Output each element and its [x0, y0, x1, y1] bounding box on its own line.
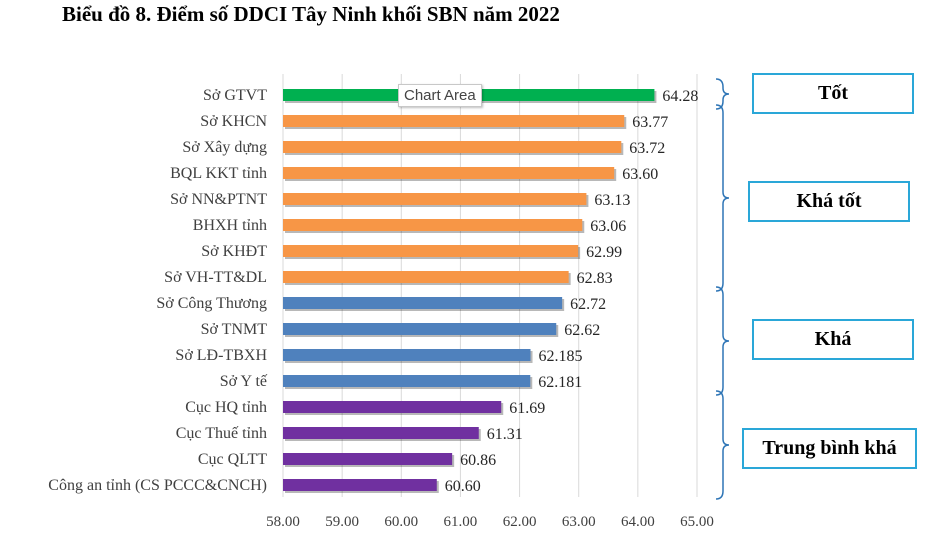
- category-label: Sở KHĐT: [201, 243, 267, 260]
- bar[interactable]: [283, 479, 437, 491]
- value-label: 64.28: [662, 88, 698, 105]
- value-label: 62.62: [564, 322, 600, 339]
- value-labels: 64.28 63.77 63.72 63.60 63.13 63.06 62.99 62.83…: [445, 88, 699, 495]
- category-label: Sở VH-TT&DL: [164, 269, 267, 286]
- value-label: 62.181: [538, 374, 582, 391]
- category-label: Cục QLTT: [198, 451, 267, 468]
- band-kha-tot: Khá tốt: [748, 181, 910, 222]
- bar[interactable]: [283, 115, 625, 127]
- bar[interactable]: [283, 349, 531, 361]
- category-label: Sở Công Thương: [156, 295, 267, 312]
- x-tick-label: 59.00: [325, 514, 359, 530]
- bar[interactable]: [283, 427, 479, 439]
- value-label: 60.86: [460, 452, 496, 469]
- x-tick-label: 60.00: [384, 514, 418, 530]
- group-bracket: [715, 78, 730, 110]
- category-label: BQL KKT tỉnh: [170, 165, 267, 182]
- value-label: 63.72: [629, 140, 665, 157]
- category-label: Cục Thuế tỉnh: [176, 425, 267, 442]
- category-label: Sở LĐ-TBXH: [175, 347, 267, 364]
- bar[interactable]: [283, 323, 557, 335]
- category-label: BHXH tỉnh: [193, 217, 267, 234]
- value-label: 63.13: [594, 192, 630, 209]
- x-tick-label: 63.00: [562, 514, 596, 530]
- category-label: Sở Y tế: [220, 373, 268, 390]
- category-label: Sở KHCN: [200, 113, 267, 130]
- category-label: Sở NN&PTNT: [170, 191, 267, 208]
- band-kha: Khá: [752, 319, 914, 360]
- value-label: 63.60: [622, 166, 658, 183]
- value-label: 61.31: [487, 426, 523, 443]
- group-bracket: [715, 286, 730, 396]
- x-tick-label: 61.00: [444, 514, 478, 530]
- bar[interactable]: [283, 245, 579, 257]
- group-bracket: [715, 104, 730, 292]
- x-tick-label: 65.00: [680, 514, 714, 530]
- x-tick-label: 62.00: [503, 514, 537, 530]
- x-tick-label: 58.00: [266, 514, 300, 530]
- value-label: 63.77: [632, 114, 668, 131]
- group-brackets: [715, 78, 730, 500]
- bars-group: [283, 89, 657, 493]
- x-axis-ticks: 58.00 59.00 60.00 61.00 62.00 63.00 64.00 65.00: [266, 514, 714, 530]
- chart-title: Biểu đồ 8. Điểm số DDCI Tây Ninh khối SB…: [62, 2, 560, 27]
- bar[interactable]: [283, 141, 622, 153]
- x-tick-label: 64.00: [621, 514, 655, 530]
- chart-title-text: Biểu đồ 8. Điểm số DDCI Tây Ninh khối SB…: [62, 2, 560, 26]
- value-label: 62.185: [539, 348, 583, 365]
- category-labels: Sở GTVT Sở KHCN Sở Xây dựng BQL KKT tỉnh Sở …: [48, 87, 268, 494]
- category-label: Sở TNMT: [201, 321, 268, 338]
- category-label: Sở Xây dựng: [182, 139, 267, 156]
- value-label: 61.69: [509, 400, 545, 417]
- value-label: 62.83: [577, 270, 613, 287]
- value-label: 62.99: [586, 244, 622, 261]
- value-label: 63.06: [590, 218, 626, 235]
- value-label: 62.72: [570, 296, 606, 313]
- bar[interactable]: [283, 401, 502, 413]
- chart-area-tooltip: Chart Area: [398, 84, 482, 107]
- category-label: Cục HQ tỉnh: [185, 399, 267, 416]
- bar[interactable]: [283, 297, 563, 309]
- bar[interactable]: [283, 271, 569, 283]
- bar[interactable]: [283, 193, 587, 205]
- bar[interactable]: [283, 375, 531, 387]
- bar[interactable]: [283, 453, 453, 465]
- bar[interactable]: [283, 219, 583, 231]
- category-label: Sở GTVT: [203, 87, 267, 104]
- category-label: Công an tỉnh (CS PCCC&CNCH): [48, 477, 267, 494]
- value-label: 60.60: [445, 478, 481, 495]
- band-tot: Tốt: [752, 73, 914, 114]
- band-trung-binh-kha: Trung bình khá: [742, 428, 917, 469]
- group-bracket: [715, 390, 730, 500]
- bar[interactable]: [283, 167, 615, 179]
